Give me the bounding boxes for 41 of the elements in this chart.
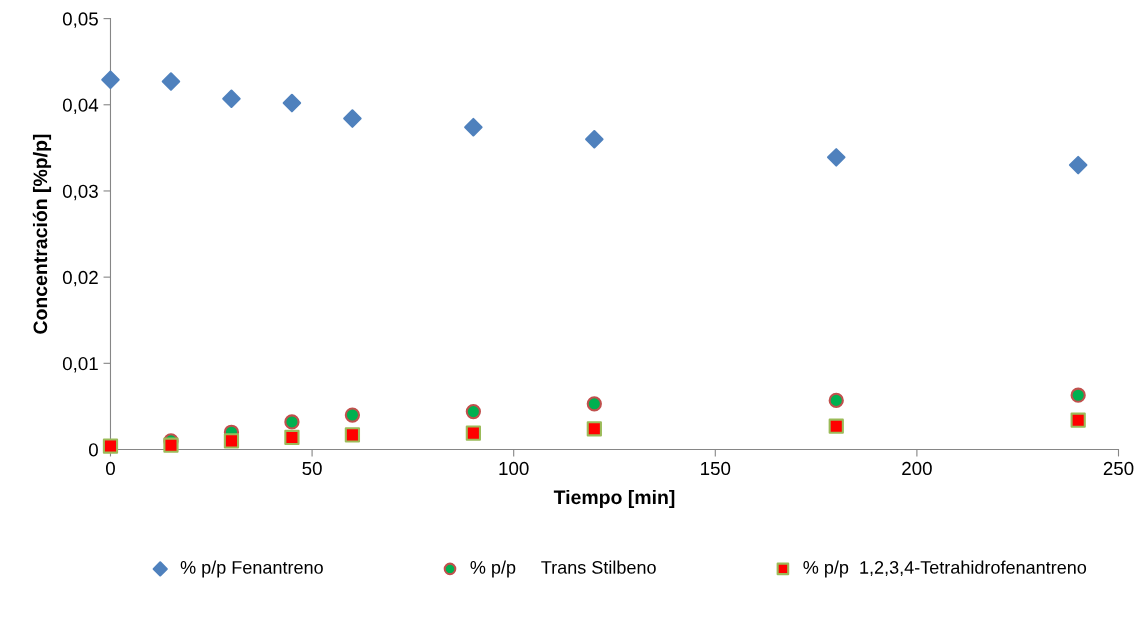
x-tick-label: 200: [902, 461, 932, 476]
x-tick-label: 150: [701, 461, 731, 476]
y-tick-label: 0: [88, 443, 98, 457]
x-tick-label: 0: [106, 461, 115, 476]
point: [464, 117, 483, 137]
point: [585, 129, 604, 149]
y-tick-label: 0,01: [62, 357, 98, 373]
point: [1068, 155, 1088, 175]
legend-label: % p/p Trans Stilbeno: [470, 560, 656, 578]
point: [284, 429, 300, 446]
point: [1070, 412, 1086, 428]
point: [344, 427, 361, 443]
point: [344, 407, 361, 423]
point: [222, 89, 241, 108]
y-axis-title: Concentración [%p/p]: [32, 134, 52, 334]
x-tick-label: 250: [1103, 461, 1134, 476]
legend-label: % p/p Fenantreno: [180, 560, 323, 578]
point: [101, 70, 120, 90]
point: [343, 109, 362, 128]
x-axis-title: Tiempo [min]: [553, 489, 675, 509]
y-tick-label: 0,03: [62, 184, 98, 201]
point: [223, 433, 240, 449]
point: [465, 403, 481, 420]
point: [586, 421, 602, 437]
point: [284, 414, 300, 430]
point: [828, 392, 844, 409]
x-tick-label: 100: [499, 461, 529, 476]
x-tick-label: 50: [302, 461, 322, 476]
point: [1070, 387, 1086, 403]
point: [586, 396, 602, 412]
point: [163, 437, 179, 453]
point: [827, 148, 846, 167]
legend-label: % p/p 1,2,3,4-Tetrahidrofenantreno: [803, 560, 1087, 578]
point: [465, 425, 481, 441]
point: [161, 72, 181, 91]
point: [828, 418, 844, 434]
y-tick-label: 0,02: [62, 270, 98, 287]
point: [282, 93, 302, 113]
y-tick-label: 0,05: [62, 12, 98, 28]
point: [102, 438, 119, 454]
y-tick-label: 0,04: [62, 98, 99, 114]
